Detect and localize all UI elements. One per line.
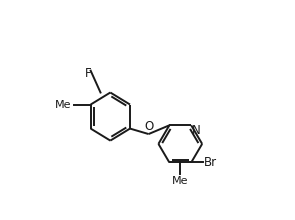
Text: F: F	[85, 67, 92, 81]
Text: O: O	[144, 120, 153, 133]
Text: Me: Me	[172, 176, 189, 186]
Text: Br: Br	[204, 156, 217, 169]
Text: Me: Me	[55, 99, 71, 110]
Text: N: N	[192, 124, 201, 137]
